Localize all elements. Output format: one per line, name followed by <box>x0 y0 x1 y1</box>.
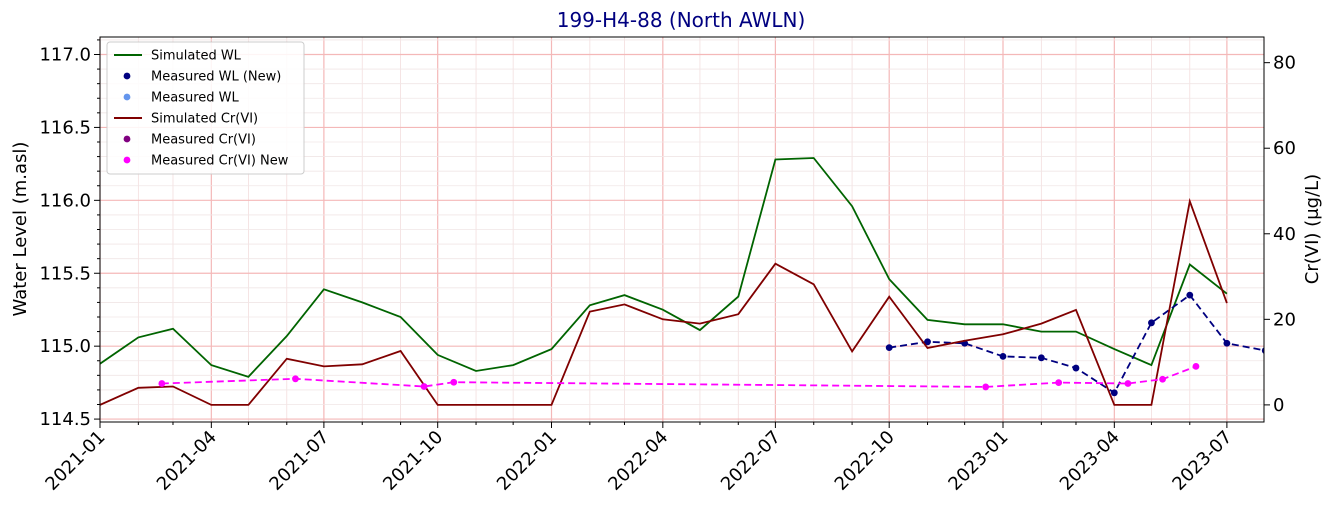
data-point <box>1148 319 1155 327</box>
y-left-tick-label: 117.0 <box>39 45 91 66</box>
data-point <box>885 344 893 352</box>
data-point <box>292 375 299 383</box>
legend-entry-label: Measured WL (New) <box>151 70 281 85</box>
data-point <box>1186 291 1194 299</box>
data-point <box>924 338 931 346</box>
y-right-tick-label: 40 <box>1273 224 1296 245</box>
data-point <box>1055 379 1063 387</box>
y-axis-left-label: Water Level (m.asl) <box>10 142 31 317</box>
legend-entry-label: Simulated WL <box>151 49 242 64</box>
series-line <box>100 197 1228 406</box>
y-left-tick-label: 115.0 <box>39 336 91 357</box>
legend-marker-swatch <box>123 93 131 101</box>
y-right-tick-label: 0 <box>1273 395 1284 416</box>
legend-marker-swatch <box>123 156 131 164</box>
data-point <box>450 378 458 386</box>
data-point <box>982 383 990 391</box>
data-point <box>1037 354 1045 362</box>
data-point <box>420 383 428 390</box>
y-axis-right-label: Cr(VI) (μg/L) <box>1302 174 1323 284</box>
data-point <box>1192 362 1200 370</box>
data-point <box>999 352 1007 360</box>
data-point <box>158 380 166 387</box>
legend-box <box>106 41 305 175</box>
plot-series <box>100 157 1264 406</box>
chart-title: 199-H4-88 (North AWLN) <box>557 8 806 32</box>
legend-entry-label: Measured WL <box>151 91 239 106</box>
y-right-tick-label: 20 <box>1273 309 1296 330</box>
data-point <box>1124 380 1132 387</box>
y-left-tick-label: 116.0 <box>39 190 91 211</box>
legend-marker-swatch <box>123 135 131 143</box>
legend: Simulated WL Measured WL (New) Measured WL… <box>106 41 305 175</box>
data-point <box>1159 375 1166 383</box>
series-line <box>100 157 1228 378</box>
y-left-tick-label: 116.5 <box>39 117 91 138</box>
y-right-tick-label: 60 <box>1273 138 1296 159</box>
grid <box>99 37 1264 422</box>
series-line <box>161 365 1197 388</box>
legend-entry-label: Measured Cr(VI) <box>151 133 256 148</box>
data-point <box>1223 339 1231 347</box>
y-right-tick-label: 80 <box>1273 53 1296 74</box>
legend-marker-swatch <box>123 72 131 80</box>
y-left-tick-label: 115.5 <box>39 263 91 284</box>
data-point <box>1261 347 1264 354</box>
y-left-tick-label: 114.5 <box>39 409 91 430</box>
data-point <box>1072 364 1080 372</box>
legend-entry-label: Measured Cr(VI) New <box>151 154 289 169</box>
legend-entry-label: Simulated Cr(VI) <box>151 112 258 127</box>
data-point <box>1110 389 1118 397</box>
